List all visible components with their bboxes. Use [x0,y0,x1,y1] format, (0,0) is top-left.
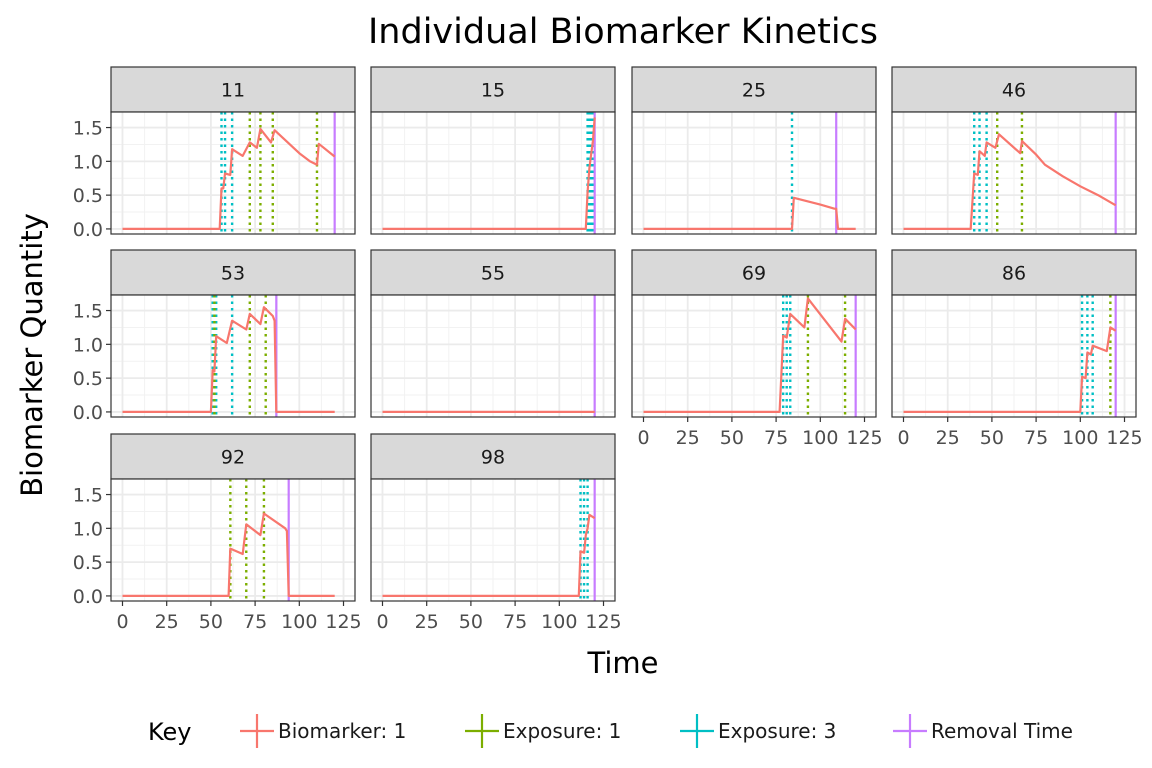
legend-item: Exposure: 3 [680,714,836,748]
facet-strip [891,66,1137,113]
biomarker-line [122,512,335,598]
legend-label: Biomarker: 1 [278,719,406,743]
x-axis-title: Time [587,646,659,680]
facet-strip [370,433,616,480]
biomarker-line [643,196,856,230]
x-tick-label: 100 [802,427,838,449]
biomarker-line [903,326,1117,413]
x-tick-label: 75 [503,611,527,633]
y-tick-label: 0.0 [73,586,103,608]
facet-label: 15 [481,80,505,102]
x-tick-label: 100 [541,611,577,633]
y-tick-label: 1.0 [73,518,103,540]
legend-item: Exposure: 1 [465,714,621,748]
x-tick-label: 0 [637,427,649,449]
x-tick-label: 25 [415,611,439,633]
y-tick-label: 0.5 [73,368,103,390]
biomarker-line [122,306,335,413]
x-tick-label: 125 [846,427,882,449]
facet-panel-86: 86 0 25 50 75 100 125 [891,249,1143,449]
y-tick-label: 1.5 [73,485,103,507]
legend-label: Exposure: 1 [503,719,621,743]
facet-panel-25: 25 [631,66,877,235]
legend-label: Exposure: 3 [718,719,836,743]
panel-border [110,294,356,418]
biomarker-line [903,133,1117,230]
biomarker-line [122,127,336,230]
y-tick-label: 0.5 [73,552,103,574]
panel-border [631,294,877,418]
facet-label: 98 [481,447,505,469]
facet-panel-92: 92 0.0 0.5 1.0 1.5 0 25 50 75 100 125 [73,433,362,633]
x-tick-label: 125 [1106,427,1142,449]
y-tick-label: 1.5 [73,118,103,140]
facet-strip [110,66,356,113]
facet-panel-69: 69 0 25 50 75 100 125 [631,249,883,449]
panel-border [110,111,356,235]
x-tick-label: 0 [897,427,909,449]
y-tick-label: 1.0 [73,151,103,173]
facet-label: 53 [221,263,245,285]
legend-item: Removal Time [893,714,1073,748]
legend: Key Biomarker: 1 Exposure: 1 Exposure: 3 Re… [148,714,1073,748]
facet-panel-46: 46 [891,66,1137,235]
panel-border [370,294,616,418]
x-tick-label: 0 [376,611,388,633]
panel-border [631,111,877,235]
x-tick-label: 125 [325,611,361,633]
legend-title: Key [148,718,192,746]
y-tick-label: 0.0 [73,402,103,424]
facet-label: 86 [1002,263,1026,285]
y-tick-label: 0.5 [73,185,103,207]
facet-strip [891,249,1137,296]
panel-border [891,111,1137,235]
panel-border [370,111,616,235]
legend-label: Removal Time [931,719,1073,743]
panel-border [110,478,356,602]
x-tick-label: 25 [155,611,179,633]
y-tick-label: 1.5 [73,301,103,323]
facet-label: 11 [221,80,245,102]
facet-strip [631,66,877,113]
x-tick-label: 75 [243,611,267,633]
facet-panel-11: 11 0.0 0.5 1.0 1.5 [73,66,356,241]
x-tick-label: 0 [116,611,128,633]
legend-items: Biomarker: 1 Exposure: 1 Exposure: 3 Remova… [240,714,1073,748]
facet-panels: 11 0.0 0.5 1.0 1.5 15 25 46 53 0.0 0.5 1.0 1.5 55 69 0 2… [73,66,1143,633]
x-tick-label: 25 [676,427,700,449]
facet-strip [110,249,356,296]
biomarker-line [382,513,596,598]
x-tick-label: 75 [1024,427,1048,449]
legend-item: Biomarker: 1 [240,714,406,748]
chart-title: Individual Biomarker Kinetics [368,12,878,52]
x-tick-label: 125 [585,611,621,633]
facet-strip [370,66,616,113]
x-tick-label: 50 [199,611,223,633]
y-axis-title: Biomarker Quantity [15,213,49,497]
y-tick-label: 1.0 [73,334,103,356]
facet-label: 92 [221,447,245,469]
panel-border [370,478,616,602]
y-tick-label: 0.0 [73,219,103,241]
x-tick-label: 75 [764,427,788,449]
x-tick-label: 25 [936,427,960,449]
panel-border [891,294,1137,418]
facet-label: 25 [742,80,766,102]
x-tick-label: 50 [459,611,483,633]
facet-panel-55: 55 [370,249,616,418]
x-tick-label: 50 [720,427,744,449]
facet-panel-53: 53 0.0 0.5 1.0 1.5 [73,249,356,424]
facet-label: 46 [1002,80,1026,102]
x-tick-label: 100 [1062,427,1098,449]
facet-panel-98: 98 0 25 50 75 100 125 [370,433,622,633]
x-tick-label: 100 [281,611,317,633]
facet-panel-15: 15 [370,66,616,235]
facet-label: 69 [742,263,766,285]
biomarker-line [643,297,857,413]
x-tick-label: 50 [980,427,1004,449]
biomarker-line [382,117,596,230]
facet-strip [110,433,356,480]
facet-label: 55 [481,263,505,285]
